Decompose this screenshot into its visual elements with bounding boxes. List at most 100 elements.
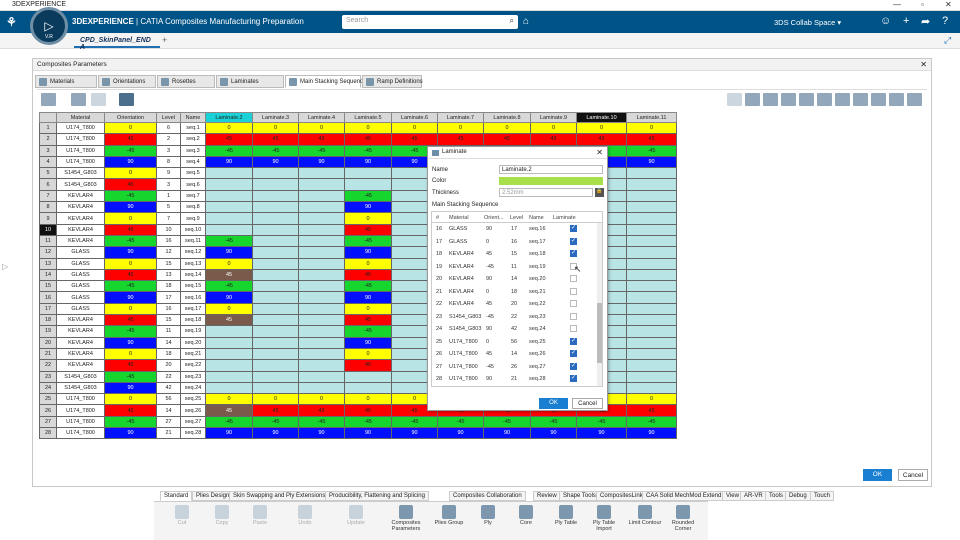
- name-cell[interactable]: seq.18: [180, 314, 206, 327]
- action-button[interactable]: Ply Table: [548, 505, 584, 526]
- dialog-row[interactable]: 22 KEVLAR4 45 20 seq.22: [432, 298, 602, 311]
- action-tab[interactable]: Standard: [160, 491, 193, 501]
- dialog-row[interactable]: 21 KEVLAR4 0 18 seq.21: [432, 286, 602, 299]
- material-cell[interactable]: GLASS: [56, 280, 105, 293]
- action-button[interactable]: Ply: [470, 505, 506, 526]
- level-cell[interactable]: 17: [156, 291, 181, 304]
- row-number[interactable]: 1: [39, 121, 57, 135]
- row-number[interactable]: 19: [39, 325, 57, 338]
- name-cell[interactable]: seq.23: [180, 370, 206, 383]
- laminate-cell[interactable]: [626, 280, 677, 293]
- laminate-cell[interactable]: [298, 178, 345, 191]
- laminate-cell[interactable]: 0: [483, 121, 531, 135]
- laminate-cell[interactable]: 45: [344, 223, 392, 236]
- name-cell[interactable]: seq.8: [180, 201, 206, 214]
- laminate-cell[interactable]: 90: [298, 155, 345, 169]
- material-cell[interactable]: U174_T800: [56, 415, 105, 429]
- name-cell[interactable]: seq.16: [180, 291, 206, 304]
- laminate-cell[interactable]: [252, 234, 299, 248]
- laminate-cell[interactable]: [626, 257, 677, 270]
- panel-close-icon[interactable]: ✕: [920, 60, 927, 69]
- material-cell[interactable]: KEVLAR4: [56, 234, 105, 248]
- scroll-thumb[interactable]: [597, 303, 602, 363]
- name-cell[interactable]: seq.22: [180, 359, 206, 372]
- help-icon[interactable]: ?: [942, 15, 949, 27]
- dialog-scrollbar[interactable]: [597, 223, 602, 386]
- laminate-cell[interactable]: [252, 280, 299, 293]
- laminate-cell[interactable]: -45: [483, 415, 531, 429]
- laminate-cell[interactable]: [298, 201, 345, 214]
- laminate-cell[interactable]: [205, 223, 253, 236]
- laminate-cell[interactable]: 90: [344, 155, 392, 169]
- orientation-cell[interactable]: 0: [104, 257, 157, 270]
- name-cell[interactable]: seq.6: [180, 178, 206, 191]
- table-edit-icon[interactable]: [71, 93, 86, 106]
- laminate-cell[interactable]: [626, 246, 677, 259]
- share-icon[interactable]: ➦: [921, 16, 931, 28]
- laminate-checkbox[interactable]: [570, 349, 577, 357]
- action-button[interactable]: Cut: [164, 505, 200, 526]
- laminate-cell[interactable]: 45: [483, 133, 531, 146]
- laminate-cell[interactable]: 45: [344, 404, 392, 417]
- dialog-row[interactable]: 28 U174_T800 90 21 seq.28: [432, 373, 602, 386]
- laminate-cell[interactable]: -45: [298, 144, 345, 157]
- action-tab[interactable]: Review: [533, 491, 561, 501]
- laminate-checkbox[interactable]: [570, 325, 577, 332]
- dialog-row[interactable]: 23 S1454_G803 -45 22 seq.23: [432, 311, 602, 324]
- laminate-cell[interactable]: 90: [344, 291, 392, 304]
- laminate-cell[interactable]: -45: [205, 234, 253, 248]
- orientation-cell[interactable]: 90: [104, 246, 157, 259]
- delete-icon[interactable]: [907, 93, 922, 106]
- laminate-cell[interactable]: [252, 167, 299, 180]
- laminate-cell[interactable]: -45: [344, 234, 392, 248]
- name-cell[interactable]: seq.10: [180, 223, 206, 236]
- laminate-cell[interactable]: 90: [437, 427, 484, 440]
- laminate-cell[interactable]: 90: [344, 246, 392, 259]
- row-number[interactable]: 17: [39, 302, 57, 316]
- name-cell[interactable]: seq.25: [180, 393, 206, 406]
- tab-main-stacking-sequence[interactable]: Main Stacking Sequence: [285, 75, 366, 88]
- material-cell[interactable]: U174_T800: [56, 133, 105, 146]
- row-number[interactable]: 28: [39, 427, 57, 440]
- laminate-cell[interactable]: 45: [344, 268, 392, 282]
- laminate-cell[interactable]: -45: [626, 144, 677, 157]
- level-cell[interactable]: 3: [156, 178, 181, 191]
- level-cell[interactable]: 56: [156, 393, 181, 406]
- action-button[interactable]: Update: [338, 505, 374, 526]
- laminate-cell[interactable]: 45: [530, 133, 577, 146]
- laminate-cell[interactable]: -45: [344, 280, 392, 293]
- row-number[interactable]: 25: [39, 393, 57, 406]
- collab-space-selector[interactable]: 3DS Collab Space ▾: [774, 18, 842, 27]
- move-icon[interactable]: [817, 93, 832, 106]
- orientation-cell[interactable]: 0: [104, 393, 157, 406]
- laminate-cell[interactable]: [344, 381, 392, 395]
- laminate-cell[interactable]: [252, 246, 299, 259]
- action-tab[interactable]: Skin Swapping and Ply Extensions: [229, 491, 330, 501]
- laminate-cell[interactable]: 0: [205, 393, 253, 406]
- table-row[interactable]: 1 U174_T800 0 6 seq.1 0 0 0 0 0 0 0 0 0 0: [39, 121, 677, 135]
- level-cell[interactable]: 1: [156, 189, 181, 203]
- tab-rosettes[interactable]: Rosettes: [157, 75, 215, 88]
- name-cell[interactable]: seq.7: [180, 189, 206, 203]
- laminate-checkbox[interactable]: [570, 262, 577, 270]
- laminate-cell[interactable]: 0: [437, 121, 484, 135]
- name-cell[interactable]: seq.3: [180, 144, 206, 157]
- laminate-cell[interactable]: 90: [205, 246, 253, 259]
- add-column-icon[interactable]: [781, 93, 796, 106]
- color-swatch[interactable]: [499, 177, 603, 185]
- laminate-cell[interactable]: [252, 336, 299, 349]
- action-button[interactable]: Limit Contour: [627, 505, 663, 526]
- orientation-cell[interactable]: -45: [104, 234, 157, 248]
- search-icon[interactable]: ⌕: [509, 16, 514, 25]
- tab-orientations[interactable]: Orientations: [98, 75, 156, 88]
- laminate-cell[interactable]: [252, 291, 299, 304]
- level-cell[interactable]: 6: [156, 121, 181, 135]
- level-cell[interactable]: 9: [156, 167, 181, 180]
- level-cell[interactable]: 14: [156, 404, 181, 417]
- laminate-cell[interactable]: -45: [344, 189, 392, 203]
- laminate-cell[interactable]: 45: [298, 404, 345, 417]
- maximize-icon[interactable]: ▫: [921, 0, 924, 9]
- laminate-cell[interactable]: 90: [344, 336, 392, 349]
- name-cell[interactable]: seq.26: [180, 404, 206, 417]
- laminate-cell[interactable]: 90: [530, 427, 577, 440]
